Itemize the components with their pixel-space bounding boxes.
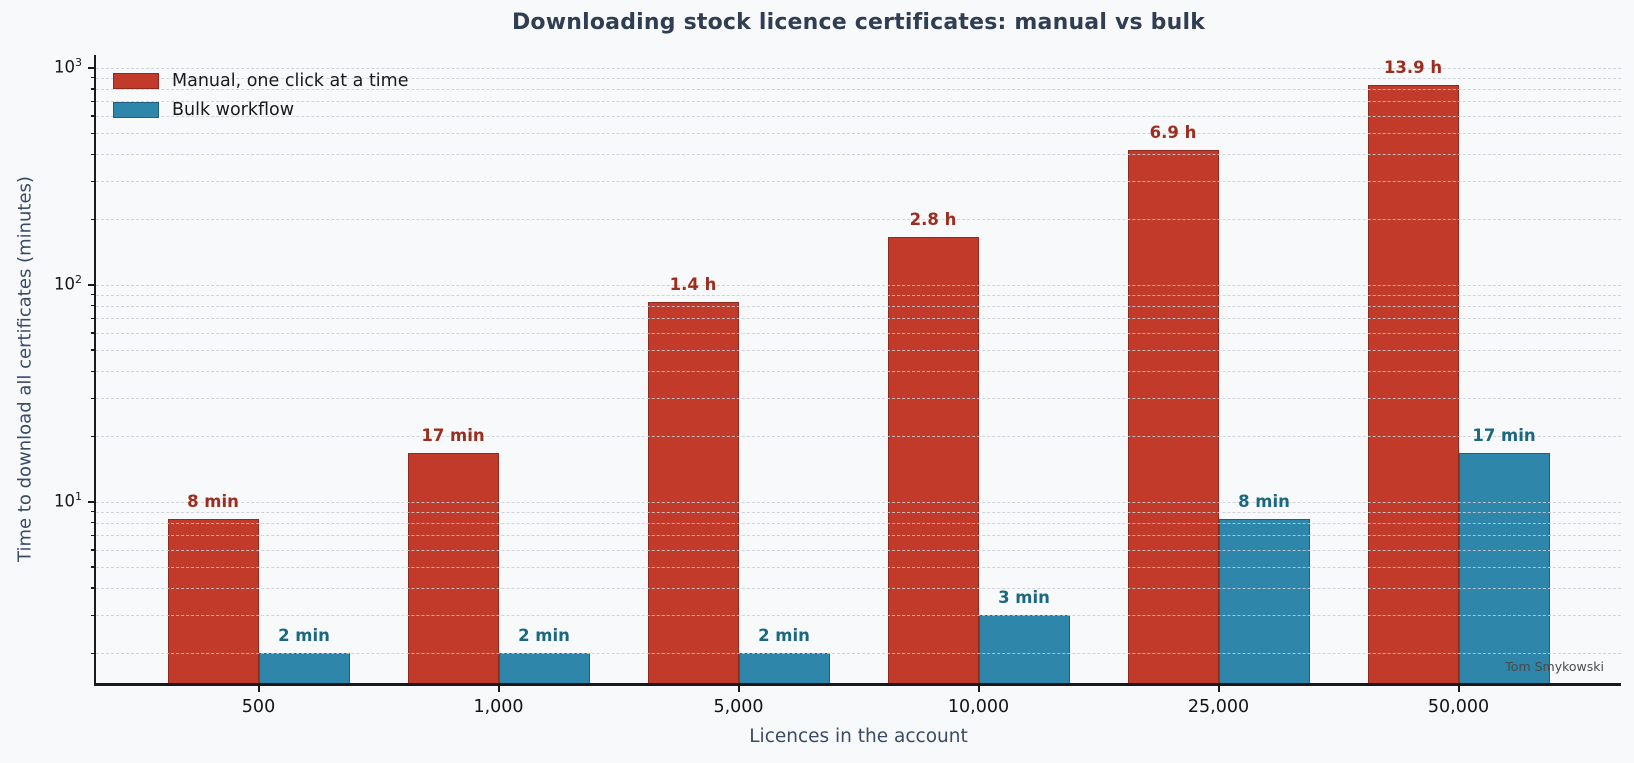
gridline-minor <box>96 436 1621 438</box>
legend-item: Manual, one click at a time <box>113 71 408 91</box>
gridline-minor <box>96 549 1621 551</box>
gridline-minor <box>96 219 1621 221</box>
gridline-minor <box>96 115 1621 117</box>
y-tick-label: 103 <box>54 55 82 77</box>
gridline-minor <box>96 318 1621 320</box>
bar-value-label: 3 min <box>998 588 1050 608</box>
bar-value-label: 2 min <box>278 626 330 646</box>
bar-manual <box>1127 150 1219 684</box>
gridline-minor <box>96 181 1621 183</box>
x-tick-label: 1,000 <box>473 697 524 717</box>
gridline-major <box>96 67 1621 69</box>
gridline-minor <box>96 615 1621 617</box>
bar-value-label: 2.8 h <box>909 209 957 229</box>
gridline-major <box>96 501 1621 503</box>
bar-value-label: 17 min <box>421 426 485 446</box>
gridline-minor <box>96 101 1621 103</box>
x-tick-label: 500 <box>241 697 276 717</box>
gridline-minor <box>96 371 1621 373</box>
gridline-minor <box>96 522 1621 524</box>
gridline-minor <box>96 567 1621 569</box>
bar-value-label: 17 min <box>1472 426 1536 446</box>
bar-bulk <box>1218 519 1310 684</box>
bar-value-label: 13.9 h <box>1383 58 1443 78</box>
gridline-minor <box>96 535 1621 537</box>
gridline-minor <box>96 398 1621 400</box>
gridline-minor <box>96 77 1621 79</box>
x-axis-label: Licences in the account <box>749 726 968 747</box>
y-major-tick <box>88 66 96 69</box>
bar-value-label: 1.4 h <box>669 274 717 294</box>
gridline-minor <box>96 350 1621 352</box>
x-tick <box>257 683 260 692</box>
gridline-minor <box>96 332 1621 334</box>
gridline-minor <box>96 88 1621 90</box>
gridline-minor <box>96 653 1621 655</box>
bar-manual <box>167 519 259 684</box>
legend-label: Manual, one click at a time <box>172 71 409 91</box>
gridline-minor <box>96 294 1621 296</box>
gridline-minor <box>96 133 1621 135</box>
chart-title: Downloading stock licence certificates: … <box>511 10 1206 35</box>
bar-bulk <box>738 653 830 684</box>
x-tick <box>497 683 500 692</box>
y-tick-label: 101 <box>54 489 82 511</box>
y-tick-label: 102 <box>54 272 82 294</box>
gridline-major <box>96 284 1621 286</box>
bar-value-label: 8 min <box>187 492 239 512</box>
gridline-minor <box>96 511 1621 513</box>
legend-swatch <box>113 102 159 118</box>
bar-manual <box>1367 85 1459 684</box>
legend: Manual, one click at a time Bulk workflow <box>113 71 408 129</box>
bar-manual <box>887 236 979 684</box>
gridline-minor <box>96 305 1621 307</box>
bar-manual <box>647 301 739 684</box>
bar-bulk <box>258 653 350 684</box>
x-tick <box>1457 683 1460 692</box>
legend-label: Bulk workflow <box>172 100 295 120</box>
legend-swatch <box>113 73 159 89</box>
left-spine <box>93 55 96 686</box>
bar-bulk <box>978 615 1070 684</box>
bar-value-label: 2 min <box>758 626 810 646</box>
bar-value-label: 6.9 h <box>1149 123 1197 143</box>
x-tick-label: 25,000 <box>1187 697 1250 717</box>
bar-value-label: 8 min <box>1238 492 1290 512</box>
x-tick-label: 5,000 <box>713 697 764 717</box>
x-tick-label: 10,000 <box>947 697 1010 717</box>
gridline-minor <box>96 588 1621 590</box>
bar-manual <box>407 453 499 684</box>
y-major-tick <box>88 283 96 286</box>
legend-item: Bulk workflow <box>113 100 408 120</box>
bottom-spine <box>93 683 1621 686</box>
y-major-tick <box>88 500 96 503</box>
x-tick <box>1217 683 1220 692</box>
gridline-minor <box>96 154 1621 156</box>
x-tick-label: 50,000 <box>1427 697 1490 717</box>
bar-value-label: 2 min <box>518 626 570 646</box>
watermark: Tom Smykowski <box>1505 659 1604 674</box>
x-tick <box>977 683 980 692</box>
bar-bulk <box>1458 453 1550 684</box>
x-tick <box>737 683 740 692</box>
bar-bulk <box>498 653 590 684</box>
